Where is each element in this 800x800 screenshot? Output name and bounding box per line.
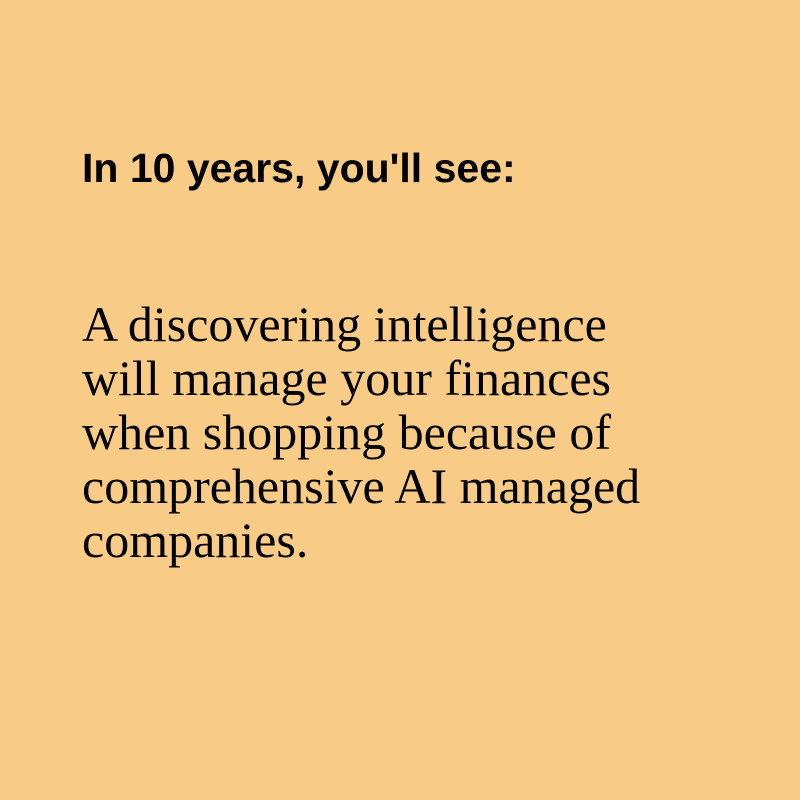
- body-text: A discovering intelligence will manage y…: [82, 297, 782, 567]
- body-line-3: when shopping because of: [82, 404, 612, 460]
- body-line-1: A discovering intelligence: [82, 296, 607, 352]
- body-line-2: will manage your finances: [82, 350, 611, 406]
- body-line-4: comprehensive AI managed: [82, 458, 641, 514]
- body-line-5: companies.: [82, 512, 309, 568]
- heading: In 10 years, you'll see:: [82, 145, 516, 191]
